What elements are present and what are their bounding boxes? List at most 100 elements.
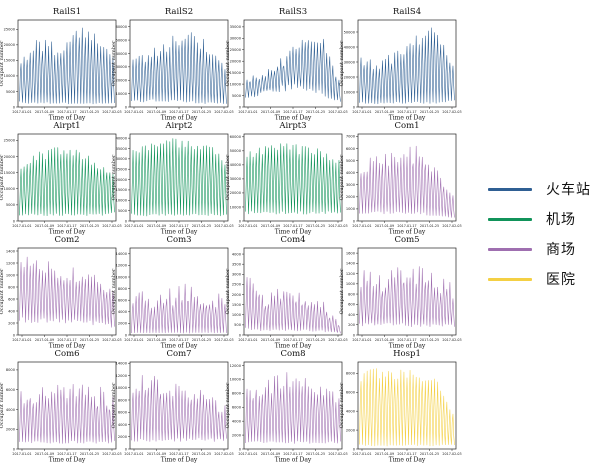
x-tick-label: 2017-01-25: [420, 224, 439, 228]
x-tick-label: 2017-01-25: [80, 110, 99, 114]
x-tick-label: 2017-01-17: [283, 110, 302, 114]
y-tick-label: 0: [239, 333, 242, 337]
y-tick-label: 40000: [116, 52, 128, 56]
x-tick-label: 2017-01-01: [238, 110, 257, 114]
y-tick-label: 15000: [4, 59, 16, 63]
y-tick-label: 6000: [346, 391, 356, 395]
y-tick-label: 60000: [116, 25, 128, 29]
y-tick-label: 10000: [116, 199, 128, 203]
y-tick-label: 15000: [4, 171, 16, 175]
series-line: [359, 266, 455, 328]
x-tick-label: 2017-01-01: [238, 224, 257, 228]
x-tick-label: 2017-02-03: [328, 452, 347, 456]
y-tick-label: 500: [234, 323, 242, 327]
y-axis-label: Occupant number: [0, 40, 5, 86]
y-tick-label: 8000: [6, 368, 16, 372]
y-tick-label: 20000: [230, 60, 242, 64]
y-tick-label: 35000: [116, 147, 128, 151]
y-tick-label: 10000: [344, 90, 356, 94]
x-tick-label: 2017-02-03: [102, 224, 121, 228]
y-tick-label: 0: [353, 105, 356, 109]
x-tick-label: 2017-01-25: [192, 110, 211, 114]
y-tick-label: 15000: [116, 188, 128, 192]
y-tick-label: 25000: [230, 48, 242, 52]
y-tick-label: 20000: [116, 178, 128, 182]
x-tick-label: 2017-01-25: [306, 224, 325, 228]
y-tick-label: 30000: [230, 177, 242, 181]
y-tick-label: 10000: [116, 386, 128, 390]
subplot-rails3: RailS3 0 5000 10000 15000 20000 25000 30000 3500…: [225, 7, 348, 122]
y-tick-label: 1200: [346, 272, 356, 276]
y-axis-label: Occupant number: [0, 268, 5, 314]
subplot-title: Hosp1: [393, 349, 421, 359]
subplot-com2: Com2 0 200 400 600 800 1000 1200 1400 Occupant nu…: [0, 235, 122, 350]
x-tick-label: 2017-01-25: [192, 338, 211, 342]
series-line: [359, 368, 455, 447]
y-tick-label: 0: [13, 219, 16, 223]
y-tick-label: 50000: [230, 149, 242, 153]
x-tick-label: 2017-01-25: [420, 452, 439, 456]
y-tick-label: 400: [348, 313, 356, 317]
y-tick-label: 25000: [116, 168, 128, 172]
x-tick-label: 2017-02-03: [214, 452, 233, 456]
plot-frame: [129, 19, 229, 108]
x-tick-label: 2017-02-03: [328, 110, 347, 114]
series-line: [19, 27, 115, 105]
x-axis-label: Time of Day: [275, 457, 312, 464]
x-tick-label: 2017-01-17: [169, 224, 188, 228]
y-tick-label: 10000: [4, 187, 16, 191]
legend-item-railway: 火车站: [488, 178, 593, 200]
legend-item-airport: 机场: [488, 208, 593, 230]
x-axis-label: Time of Day: [161, 115, 198, 122]
subplot-title: Airpt1: [52, 121, 80, 131]
y-tick-label: 6000: [232, 406, 242, 410]
subplot-title: Com7: [166, 349, 191, 359]
y-tick-label: 10000: [116, 275, 128, 279]
y-tick-label: 0: [125, 333, 128, 337]
x-tick-label: 2017-01-25: [306, 110, 325, 114]
x-tick-label: 2017-01-01: [352, 224, 371, 228]
y-tick-label: 20000: [116, 79, 128, 83]
subplot-com6: Com6 0 2000 4000 6000 8000 Occupant number 2017…: [0, 349, 122, 464]
x-tick-label: 2017-01-09: [261, 452, 280, 456]
x-tick-label: 2017-01-09: [35, 110, 54, 114]
y-tick-label: 5000: [118, 209, 128, 213]
x-axis-label: Time of Day: [49, 115, 86, 122]
x-tick-label: 2017-01-01: [238, 338, 257, 342]
y-tick-label: 1500: [232, 303, 242, 307]
y-tick-label: 10000: [230, 82, 242, 86]
x-tick-label: 2017-02-03: [442, 110, 461, 114]
y-tick-label: 0: [353, 447, 356, 451]
y-tick-label: 25000: [4, 28, 16, 32]
x-tick-label: 2017-02-03: [214, 224, 233, 228]
y-tick-label: 600: [348, 303, 356, 307]
y-tick-label: 30000: [116, 65, 128, 69]
y-axis-label: Occupant number: [0, 382, 5, 428]
x-tick-label: 2017-01-25: [192, 224, 211, 228]
x-tick-label: 2017-01-01: [12, 338, 31, 342]
x-tick-label: 2017-01-17: [169, 110, 188, 114]
y-tick-label: 6000: [118, 299, 128, 303]
x-tick-label: 2017-01-17: [169, 338, 188, 342]
y-tick-label: 4000: [6, 408, 16, 412]
x-tick-label: 2017-01-09: [35, 224, 54, 228]
x-tick-label: 2017-01-25: [80, 224, 99, 228]
x-axis-label: Time of Day: [389, 229, 426, 236]
y-tick-label: 20000: [4, 43, 16, 47]
subplot-title: Com5: [394, 235, 419, 245]
y-tick-label: 5000: [232, 94, 242, 98]
x-tick-label: 2017-01-09: [35, 452, 54, 456]
y-tick-label: 0: [239, 219, 242, 223]
x-tick-label: 2017-01-01: [352, 338, 371, 342]
subplot-com4: Com4 0 500 1000 1500 2000 2500 3000 3500 4000 Occu…: [225, 235, 348, 350]
x-tick-label: 2017-02-03: [102, 338, 121, 342]
y-tick-label: 0: [353, 333, 356, 337]
y-tick-label: 800: [8, 285, 16, 289]
subplot-com3: Com3 0 2000 4000 6000 8000 10000 12000 14000 Occu…: [111, 235, 234, 350]
x-tick-label: 2017-01-25: [420, 110, 439, 114]
y-tick-label: 800: [348, 292, 356, 296]
subplot-rails4: RailS4 0 10000 20000 30000 40000 50000 Occupant…: [339, 7, 462, 122]
x-tick-label: 2017-01-01: [124, 452, 143, 456]
subplot-title: Airpt2: [164, 121, 192, 131]
subplot-com5: Com5 0 200 400 600 800 1000 1200 1400 1600 Occupan…: [339, 235, 462, 350]
